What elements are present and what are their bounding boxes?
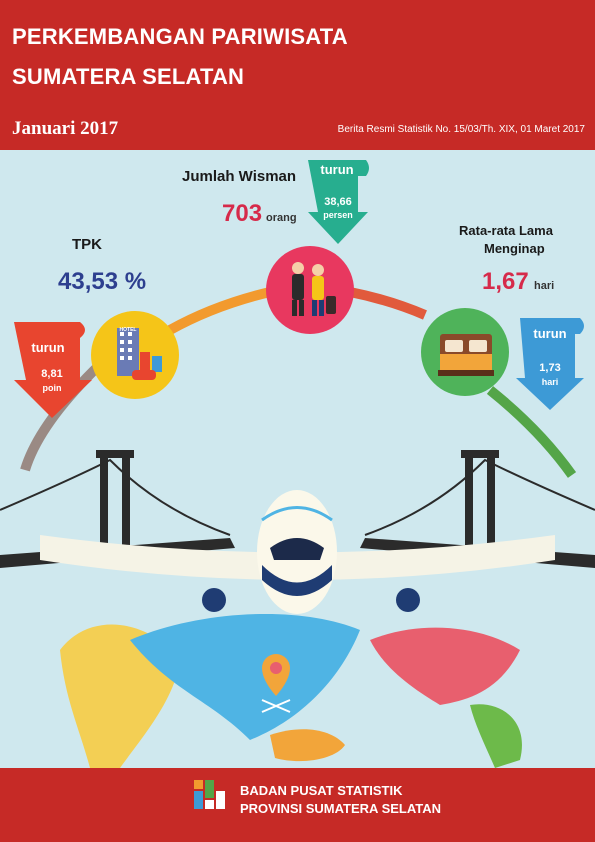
header-band — [0, 0, 595, 150]
wisman-change-unit: persen — [323, 210, 353, 220]
mlm-down-arrow-icon — [516, 318, 584, 410]
wisman-value: 703 — [222, 200, 263, 227]
hotel-sign: HOTEL — [119, 327, 137, 333]
wisman-change-direction: turun — [320, 162, 354, 177]
wisman-circle — [266, 246, 354, 334]
travelers-icon — [292, 262, 336, 316]
mlm-label-line-2: Menginap — [484, 241, 545, 256]
location-pin-icon — [261, 654, 291, 713]
reference-label: Berita Resmi Statistik No. 15/03/Th. XIX… — [337, 124, 585, 135]
wisman-change-value: 38,66 — [324, 196, 352, 208]
period-label: Januari 2017 — [12, 118, 119, 139]
mlm-unit: hari — [534, 280, 555, 292]
mlm-label-line-1: Rata-rata Lama — [459, 223, 553, 238]
tpk-change-value: 8,81 — [41, 368, 63, 380]
mlm-change-value: 1,73 — [539, 362, 561, 374]
bed-icon — [438, 334, 494, 376]
wisman-down-arrow-icon — [308, 160, 369, 244]
mlm-change-unit: hari — [541, 377, 559, 387]
tpk-value: 43,53 % — [58, 268, 147, 295]
wisman-label: Jumlah Wisman — [182, 168, 297, 185]
bps-logo-icon — [194, 780, 225, 809]
tpk-label: TPK — [72, 236, 102, 253]
hotel-icon — [117, 328, 162, 380]
mlm-change-direction: turun — [533, 326, 567, 341]
title-line-2: SUMATERA SELATAN — [12, 64, 245, 89]
tpk-down-arrow-icon — [14, 322, 92, 418]
wisman-unit: orang — [266, 212, 297, 224]
tpk-change-direction: turun — [31, 340, 65, 355]
mlm-value: 1,67 — [482, 268, 529, 295]
organization-line-2: PROVINSI SUMATERA SELATAN — [240, 801, 442, 816]
title-line-1: PERKEMBANGAN PARIWISATA — [12, 24, 348, 49]
world-map-icon — [60, 613, 522, 768]
footer-band — [0, 768, 595, 842]
tpk-change-unit: poin — [42, 383, 62, 393]
organization-line-1: BADAN PUSAT STATISTIK — [240, 783, 403, 798]
airplane-icon — [40, 490, 555, 614]
